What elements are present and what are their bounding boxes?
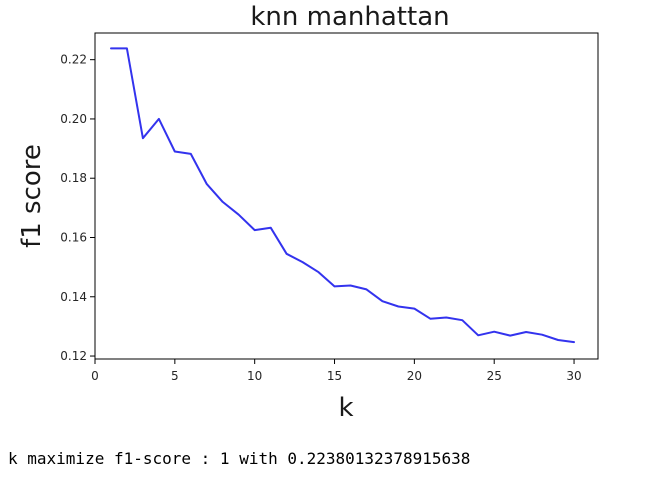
x-tick-label: 5 — [171, 369, 179, 383]
x-axis: 0 5 10 15 20 25 30 — [91, 359, 582, 383]
y-tick-label: 0.20 — [60, 112, 87, 126]
series-layer — [110, 47, 575, 344]
result-output-text: k maximize f1-score : 1 with 0.223801323… — [8, 449, 471, 468]
y-tick-label: 0.18 — [60, 171, 87, 185]
x-tick-label: 10 — [247, 369, 262, 383]
y-tick-label: 0.14 — [60, 290, 87, 304]
chart-title: knn manhattan — [250, 2, 449, 32]
x-tick-label: 25 — [487, 369, 502, 383]
y-axis: 0.12 0.14 0.16 0.18 0.20 0.22 — [60, 53, 95, 363]
y-tick-label: 0.12 — [60, 349, 87, 363]
x-tick-label: 15 — [327, 369, 342, 383]
series-line — [110, 47, 575, 344]
y-axis-label: f1 score — [17, 144, 47, 248]
line-chart: knn manhattan 0 5 10 15 20 25 30 0.120.140.160… — [17, 2, 599, 423]
y-tick-label: 0.16 — [60, 230, 87, 244]
y-tick-label: 0.22 — [60, 53, 87, 67]
x-tick-label: 30 — [566, 369, 581, 383]
x-tick-label: 20 — [407, 369, 422, 383]
x-tick-label: 0 — [91, 369, 99, 383]
x-axis-label: k — [338, 393, 353, 423]
plot-frame — [94, 32, 599, 360]
